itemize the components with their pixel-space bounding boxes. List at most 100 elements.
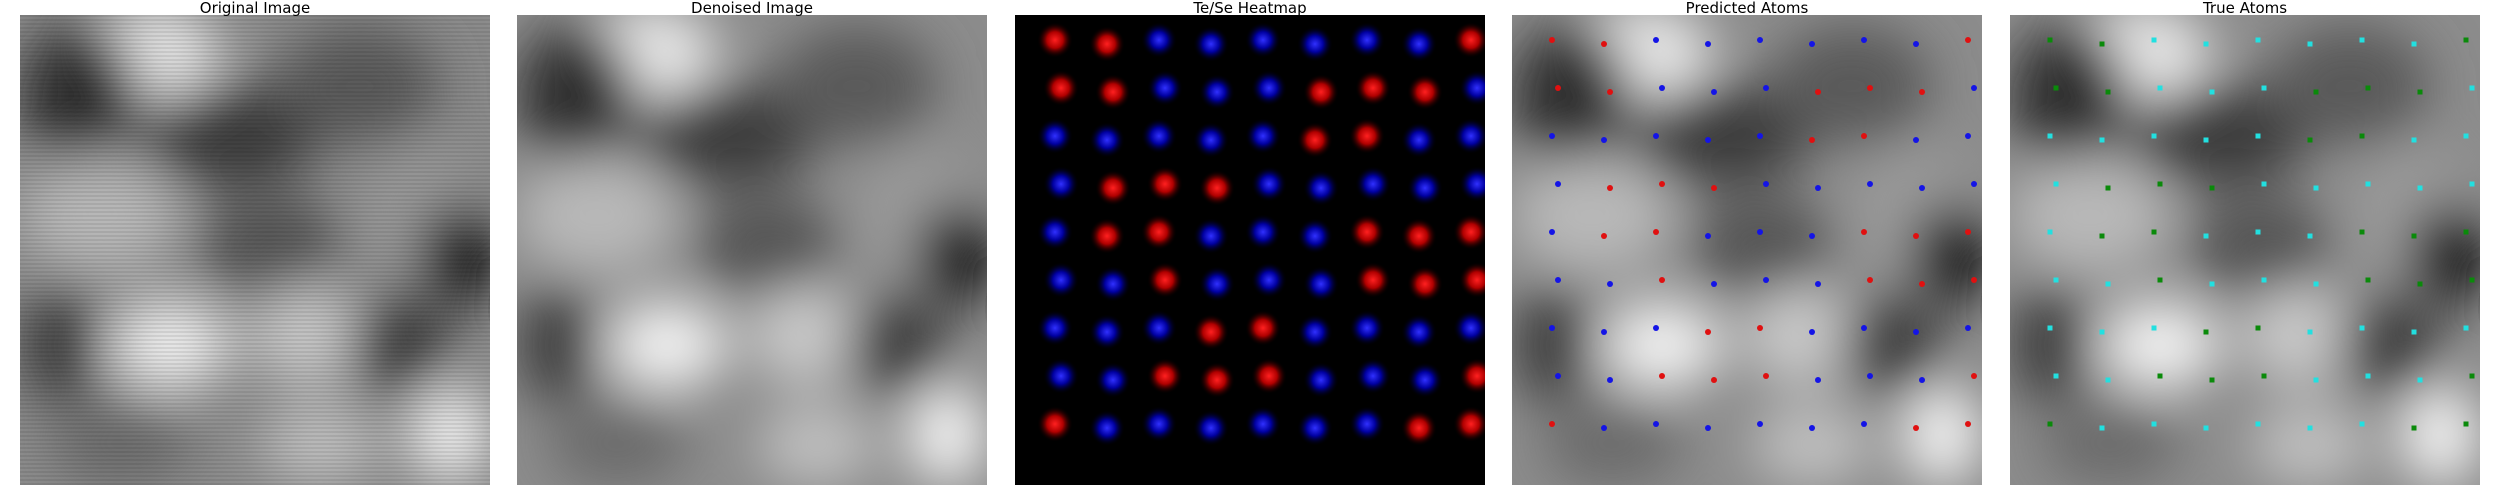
heatmap-spot (1297, 122, 1333, 158)
panel-title-denoised: Denoised Image (691, 0, 813, 17)
te-se-heatmap (1015, 15, 1485, 485)
true-atom-marker (2307, 137, 2313, 143)
heatmap-spot (1349, 214, 1385, 250)
true-atom-marker (2307, 425, 2313, 431)
heatmap-spot (1193, 26, 1229, 62)
predicted-atom-marker (1965, 133, 1971, 139)
heatmap-spot (1089, 26, 1125, 62)
true-atom-marker (2099, 137, 2105, 143)
heatmap-spot (1297, 218, 1333, 254)
heatmap-spot (1453, 406, 1485, 442)
heatmap-spot (1089, 218, 1125, 254)
true-atom-marker (2417, 89, 2423, 95)
heatmap-spot (1401, 122, 1437, 158)
heatmap-spot (1245, 406, 1281, 442)
heatmap-spot (1147, 166, 1183, 202)
heatmap-spot (1141, 118, 1177, 154)
true-atom-marker (2099, 233, 2105, 239)
denoised-image (517, 15, 987, 485)
true-atom-marker (2255, 325, 2261, 331)
true-atom-marker (2099, 41, 2105, 47)
true-atom-marker (2359, 37, 2365, 43)
predicted-atom-marker (1919, 89, 1925, 95)
true-atom-marker (2047, 325, 2053, 331)
true-atom-marker (2417, 185, 2423, 191)
heatmap-spot (1453, 310, 1485, 346)
heatmap-spot (1303, 362, 1339, 398)
true-atom-marker (2105, 185, 2111, 191)
heatmap-spot (1037, 310, 1073, 346)
panel-title-true: True Atoms (2202, 0, 2288, 17)
predicted-atom-marker (1601, 233, 1607, 239)
true-atom-marker (2209, 281, 2215, 287)
predicted-atom-marker (1965, 325, 1971, 331)
predicted-atom-marker (1549, 325, 1555, 331)
predicted-atom-marker (1971, 181, 1977, 187)
heatmap-spot (1037, 118, 1073, 154)
heatmap-spot (1401, 218, 1437, 254)
true-atom-marker (2105, 89, 2111, 95)
heatmap-spot (1407, 362, 1443, 398)
true-atom-marker (2359, 133, 2365, 139)
heatmap-spot (1089, 410, 1125, 446)
panel-title-heatmap: Te/Se Heatmap (1193, 0, 1307, 17)
panel-heatmap: Te/Se Heatmap (1015, 1, 1485, 485)
heatmap-spot (1095, 362, 1131, 398)
true-atom-marker (2157, 373, 2163, 379)
heatmap-spot (1245, 22, 1281, 58)
true-atom-marker (2261, 85, 2267, 91)
true-atom-marker (2255, 421, 2261, 427)
heatmap-spot (1349, 310, 1385, 346)
heatmap-spot (1095, 74, 1131, 110)
predicted-atom-marker (1705, 233, 1711, 239)
predicted-atoms-image (1512, 15, 1982, 485)
heatmap-spot (1043, 70, 1079, 106)
true-atom-marker (2359, 421, 2365, 427)
true-atom-marker (2411, 41, 2417, 47)
heatmap-spot (1303, 170, 1339, 206)
heatmap-spot (1245, 310, 1281, 346)
predicted-atom-marker (1763, 277, 1769, 283)
true-atom-marker (2313, 281, 2319, 287)
panel-predicted: Predicted Atoms (1512, 1, 1982, 485)
true-atom-marker (2151, 325, 2157, 331)
heatmap-spot (1303, 74, 1339, 110)
true-atom-marker (2411, 329, 2417, 335)
heatmap-spot (1095, 266, 1131, 302)
panel-title-original: Original Image (199, 0, 311, 17)
true-atom-marker (2463, 229, 2469, 235)
heatmap-spot (1043, 358, 1079, 394)
heatmap-spot (1141, 310, 1177, 346)
heatmap-spot (1193, 218, 1229, 254)
predicted-atom-marker (1653, 229, 1659, 235)
heatmap-spot (1453, 214, 1485, 250)
predicted-atom-marker (1965, 37, 1971, 43)
true-atom-marker (2047, 37, 2053, 43)
heatmap-spot (1193, 410, 1229, 446)
predicted-atom-marker (1705, 41, 1711, 47)
predicted-atom-marker (1867, 85, 1873, 91)
predicted-atom-marker (1763, 85, 1769, 91)
heatmap-spot (1453, 118, 1485, 154)
true-atom-marker (2203, 329, 2209, 335)
heatmap-spot (1147, 358, 1183, 394)
heatmap-spot (1459, 70, 1485, 106)
predicted-atom-marker (1861, 421, 1867, 427)
heatmap-spot (1037, 406, 1073, 442)
predicted-atom-marker (1971, 85, 1977, 91)
predicted-atom-marker (1601, 425, 1607, 431)
predicted-atom-marker (1659, 181, 1665, 187)
predicted-atom-marker (1867, 373, 1873, 379)
heatmap-spot (1401, 26, 1437, 62)
predicted-atom-marker (1913, 329, 1919, 335)
true-atom-marker (2307, 233, 2313, 239)
predicted-atom-marker (1763, 373, 1769, 379)
true-atom-marker (2411, 233, 2417, 239)
true-atom-marker (2463, 421, 2469, 427)
true-atom-marker (2469, 181, 2475, 187)
true-atom-marker (2047, 133, 2053, 139)
heatmap-spot (1199, 362, 1235, 398)
heatmap-spot (1193, 314, 1229, 350)
true-atom-marker (2307, 41, 2313, 47)
true-atom-marker (2209, 377, 2215, 383)
